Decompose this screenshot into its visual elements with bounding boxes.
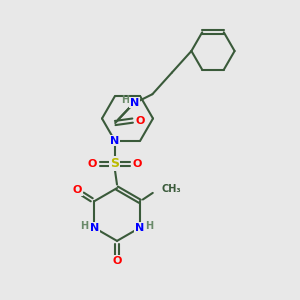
Text: N: N	[135, 223, 145, 233]
Text: N: N	[89, 223, 99, 233]
Text: O: O	[135, 116, 145, 126]
Text: H: H	[146, 221, 154, 231]
Text: O: O	[88, 159, 97, 169]
Text: N: N	[130, 98, 139, 108]
Text: H: H	[80, 221, 88, 231]
Text: S: S	[110, 158, 119, 170]
Text: O: O	[112, 256, 122, 266]
Text: O: O	[73, 185, 82, 195]
Text: N: N	[110, 136, 119, 146]
Text: O: O	[132, 159, 142, 169]
Text: CH₃: CH₃	[162, 184, 182, 194]
Text: H: H	[121, 94, 130, 105]
